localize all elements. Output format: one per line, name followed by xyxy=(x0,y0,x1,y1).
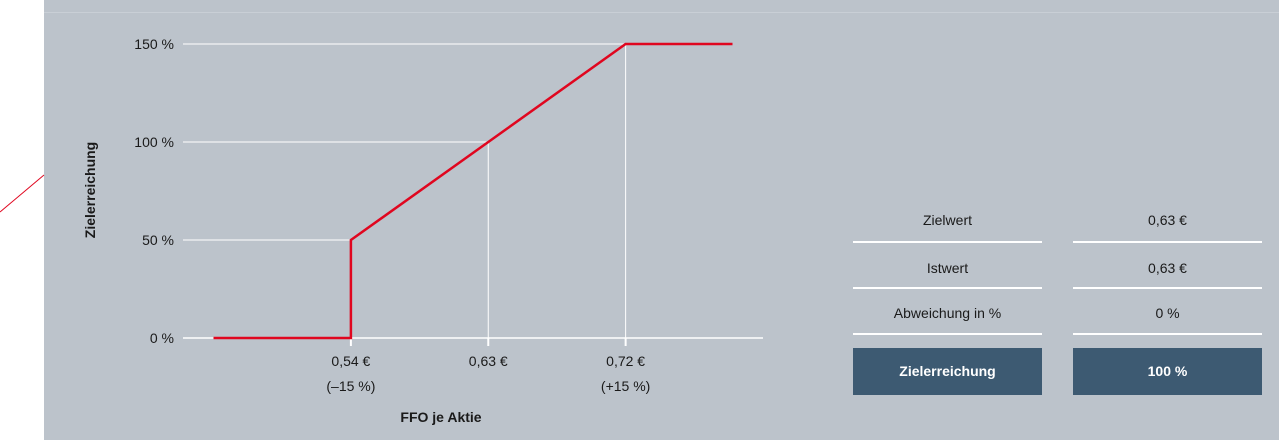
x-tick-sublabel: (–15 %) xyxy=(326,378,375,394)
table-value-zielwert: 0,63 € xyxy=(1148,212,1187,228)
table-label-istwert: Istwert xyxy=(926,260,969,276)
table-total-value: 100 % xyxy=(1073,348,1262,395)
table-label-zielwert: Zielwert xyxy=(922,212,972,228)
top-divider xyxy=(44,12,1279,13)
table-total-label: Zielerreichung xyxy=(853,348,1042,395)
series xyxy=(213,42,733,340)
y-tick-label: 50 % xyxy=(142,232,174,248)
table-divider xyxy=(853,333,1042,335)
table-divider xyxy=(853,287,1042,289)
x-tick-sublabel: (+15 %) xyxy=(601,378,650,394)
table-divider xyxy=(1073,287,1262,289)
decorative-red-line xyxy=(0,174,45,213)
table-value-istwert: 0,63 € xyxy=(1148,260,1187,276)
y-tick-label: 150 % xyxy=(134,36,174,52)
y-tick-label: 100 % xyxy=(134,134,174,150)
table-label-abweichung: Abweichung in % xyxy=(893,305,1002,321)
series-line xyxy=(213,42,733,340)
x-tick-labels: 0,54 € (–15 %) 0,63 € 0,72 € (+15 %) xyxy=(326,353,650,394)
table-divider xyxy=(1073,241,1262,243)
table-divider xyxy=(1073,333,1262,335)
y-tick-label: 0 % xyxy=(150,330,174,346)
x-tick-label: 0,54 € xyxy=(331,353,370,369)
table-divider xyxy=(853,241,1042,243)
x-axis-title: FFO je Aktie xyxy=(400,409,481,425)
table-value-abweichung: 0 % xyxy=(1155,305,1180,321)
x-tick-label: 0,72 € xyxy=(606,353,645,369)
grid-lines xyxy=(183,43,627,338)
y-tick-labels: 0 % 50 % 100 % 150 % xyxy=(134,36,174,346)
x-tick-label: 0,63 € xyxy=(469,353,508,369)
y-axis-title: Zielerreichung xyxy=(82,142,98,238)
